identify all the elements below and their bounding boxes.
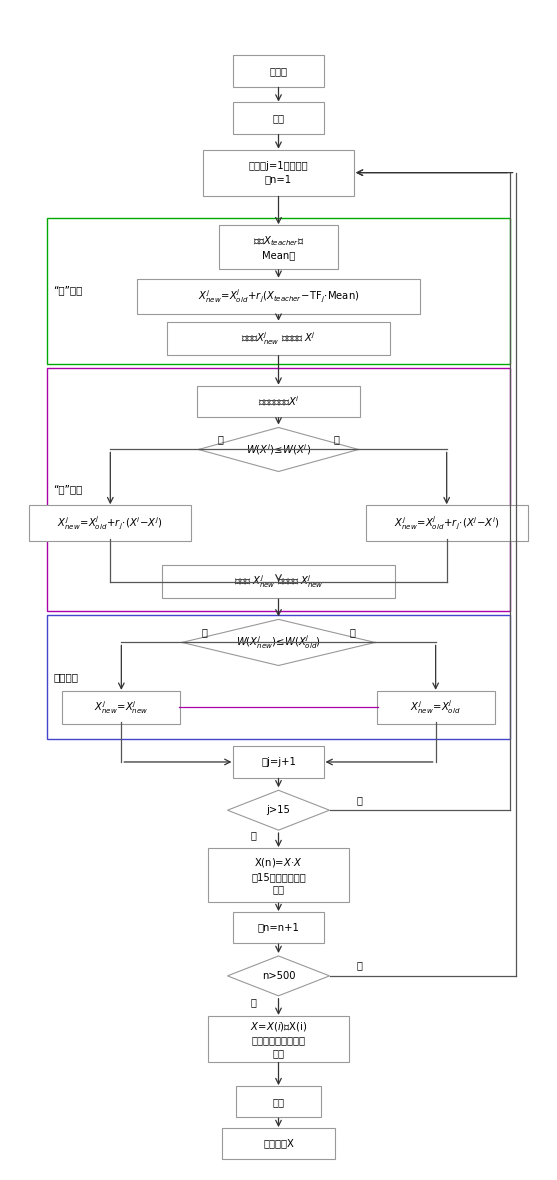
Text: 否: 否 [357, 961, 363, 970]
Text: 输出方案X: 输出方案X [263, 1139, 294, 1148]
Text: 更新阶段: 更新阶段 [53, 673, 79, 682]
Text: 是: 是 [251, 997, 257, 1007]
FancyBboxPatch shape [233, 912, 324, 943]
Text: 随机选取学生$X^i$: 随机选取学生$X^i$ [258, 394, 299, 408]
FancyBboxPatch shape [208, 1016, 349, 1062]
FancyBboxPatch shape [377, 690, 495, 725]
Text: $X^j_{new}\!=\!X^j_{old}\!+\!r_j\!\cdot\!(X^j\!-\!X^i)$: $X^j_{new}\!=\!X^j_{old}\!+\!r_j\!\cdot\… [394, 514, 500, 532]
Text: 否: 否 [350, 627, 356, 637]
Polygon shape [182, 620, 375, 666]
FancyBboxPatch shape [162, 565, 395, 598]
FancyBboxPatch shape [219, 225, 338, 269]
Text: $X^j_{new}\!=\!X^j_{old}\!+\!r_j(X_{teacher}\!-\!\mathrm{TF}_j\!\cdot\!\mathrm{M: $X^j_{new}\!=\!X^j_{old}\!+\!r_j(X_{teac… [198, 288, 359, 306]
Text: 取学生j=1，迭代次
数n=1: 取学生j=1，迭代次 数n=1 [248, 162, 309, 184]
Text: $X^j_{new}\!=\!X^j_{old}\!+\!r_j\!\cdot\!(X^i\!-\!X^j)$: $X^j_{new}\!=\!X^j_{old}\!+\!r_j\!\cdot\… [57, 514, 163, 532]
Polygon shape [227, 791, 330, 831]
FancyBboxPatch shape [137, 278, 420, 314]
Text: n>500: n>500 [262, 971, 295, 981]
Text: 否: 否 [334, 434, 339, 444]
FancyBboxPatch shape [233, 103, 324, 133]
FancyBboxPatch shape [203, 150, 354, 196]
Text: “教”阶段: “教”阶段 [53, 286, 83, 296]
Text: $X^j_{new}\!=\!X^j_{old}$: $X^j_{new}\!=\!X^j_{old}$ [411, 699, 461, 716]
Text: $W(X^j_{new})\!\leq\! W(X^j_{old})$: $W(X^j_{new})\!\leq\! W(X^j_{old})$ [236, 634, 321, 651]
Text: 选出$X_{teacher}$、
Mean值: 选出$X_{teacher}$、 Mean值 [253, 234, 304, 261]
Polygon shape [198, 427, 359, 472]
Text: 是: 是 [218, 434, 223, 444]
FancyBboxPatch shape [233, 55, 324, 86]
FancyBboxPatch shape [236, 1086, 321, 1117]
FancyBboxPatch shape [222, 1128, 335, 1160]
FancyBboxPatch shape [167, 322, 390, 355]
FancyBboxPatch shape [365, 505, 527, 540]
Text: $W(X^i)\!\leq\! W(X^j)$: $W(X^i)\!\leq\! W(X^j)$ [246, 442, 311, 457]
Text: “学”阶段: “学”阶段 [53, 484, 83, 494]
Text: 初始化: 初始化 [270, 66, 287, 76]
Text: $X^j_{new}\!=\!X^j_{new}$: $X^j_{new}\!=\!X^j_{new}$ [94, 699, 149, 716]
FancyBboxPatch shape [62, 690, 180, 725]
Text: 离散化 $X^j_{new}$ 得到新的 $X^j_{new}$: 离散化 $X^j_{new}$ 得到新的 $X^j_{new}$ [233, 573, 324, 590]
Text: X(n)=$X$·$X$
为15个学生中的最
优值: X(n)=$X$·$X$ 为15个学生中的最 优值 [251, 857, 306, 894]
Text: 令j=j+1: 令j=j+1 [261, 758, 296, 767]
Text: 解码: 解码 [272, 1096, 285, 1107]
Polygon shape [227, 956, 330, 996]
Text: 令n=n+1: 令n=n+1 [257, 923, 300, 932]
FancyBboxPatch shape [197, 386, 360, 417]
FancyBboxPatch shape [233, 746, 324, 778]
Text: 是: 是 [251, 831, 257, 840]
Text: j>15: j>15 [267, 805, 290, 815]
Text: $X\!=\!X(i)$，X(i)
为所有迭代结果的最
优值: $X\!=\!X(i)$，X(i) 为所有迭代结果的最 优值 [250, 1020, 307, 1057]
Text: 是: 是 [201, 627, 207, 637]
Text: 离散化$X^j_{new}$ 得到新的 $X^j$: 离散化$X^j_{new}$ 得到新的 $X^j$ [241, 330, 316, 347]
FancyBboxPatch shape [30, 505, 192, 540]
Text: 编码: 编码 [272, 113, 285, 123]
FancyBboxPatch shape [208, 848, 349, 903]
Text: 否: 否 [357, 794, 363, 805]
